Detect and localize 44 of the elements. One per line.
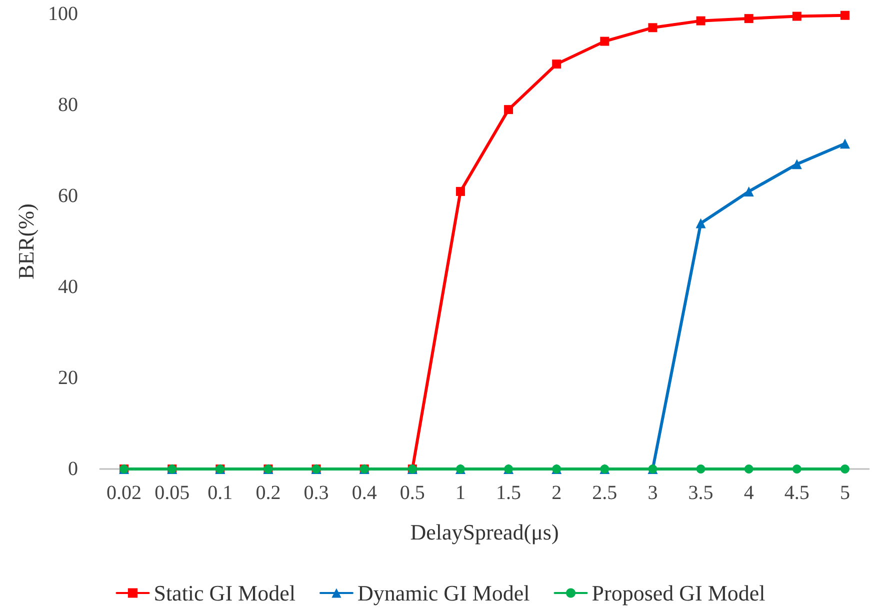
point [792, 12, 802, 21]
x-tick-label: 0.1 [208, 482, 233, 504]
point [744, 186, 754, 196]
y-tick-label: 60 [58, 185, 78, 207]
x-tick-label: 4 [744, 482, 754, 504]
point [552, 60, 562, 69]
x-tick-label: 5 [840, 482, 850, 504]
y-tick-label: 20 [58, 367, 78, 389]
y-tick-label: 0 [68, 458, 78, 480]
point [600, 36, 610, 46]
point [840, 10, 850, 20]
x-tick-label: 0.2 [256, 482, 281, 504]
x-tick-label: 1 [455, 482, 466, 504]
x-tick-label: 2.5 [592, 482, 618, 504]
point [744, 464, 754, 474]
y-tick-label: 100 [48, 3, 78, 25]
point [696, 218, 706, 228]
point [696, 464, 706, 474]
point [840, 464, 850, 474]
legend-label: Proposed GI Model [592, 580, 766, 606]
legend-label: Dynamic GI Model [357, 580, 530, 606]
x-axis-title: DelaySpread(μs) [410, 520, 559, 544]
x-tick-label: 0.05 [154, 482, 190, 504]
point [696, 16, 706, 26]
y-tick-label: 80 [58, 94, 78, 116]
x-tick-label: 4.5 [784, 482, 810, 504]
point [792, 159, 802, 170]
point [456, 186, 465, 196]
legend-label: Static GI Model [154, 580, 296, 606]
point [648, 23, 658, 32]
point [504, 105, 514, 114]
x-tick-label: 0.5 [400, 482, 425, 504]
point [792, 464, 802, 474]
y-tick-label: 40 [58, 276, 78, 298]
x-tick-label: 0.02 [106, 482, 142, 504]
y-axis-title: BER(%) [14, 204, 39, 280]
x-tick-label: 1.5 [496, 482, 522, 504]
x-tick-label: 3 [648, 482, 658, 504]
x-tick-label: 2 [552, 482, 562, 504]
x-tick-label: 0.4 [352, 482, 377, 504]
point [744, 14, 754, 24]
x-tick-label: 3.5 [688, 482, 714, 504]
point [840, 138, 850, 149]
x-tick-label: 0.3 [304, 482, 329, 504]
